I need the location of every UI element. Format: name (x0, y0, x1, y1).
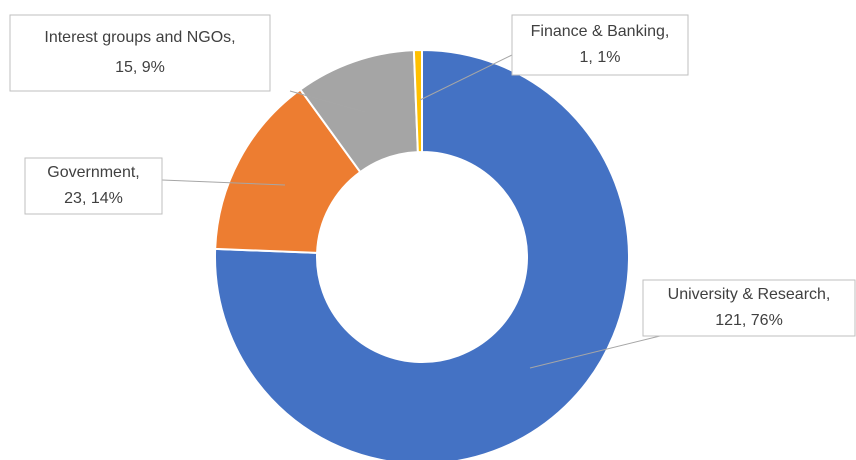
donut-slice (412, 48, 423, 154)
value-label: 121, 76% (715, 312, 783, 329)
label-box (9, 14, 271, 92)
leader-line (419, 54, 513, 101)
label-box (511, 14, 689, 76)
value-label: 15, 9% (115, 59, 165, 76)
leader-line (289, 90, 366, 113)
category-label: Government, (47, 164, 139, 181)
label-box (24, 157, 163, 215)
category-label: Interest groups and NGOs, (44, 29, 235, 46)
category-label: Finance & Banking, (531, 23, 670, 40)
donut-slice (214, 48, 630, 460)
leader-line (161, 179, 286, 186)
value-label: 1, 1% (580, 49, 621, 66)
category-label: University & Research, (668, 286, 831, 303)
value-label: 23, 14% (64, 190, 123, 207)
label-box (642, 279, 856, 337)
leader-line (529, 335, 661, 369)
